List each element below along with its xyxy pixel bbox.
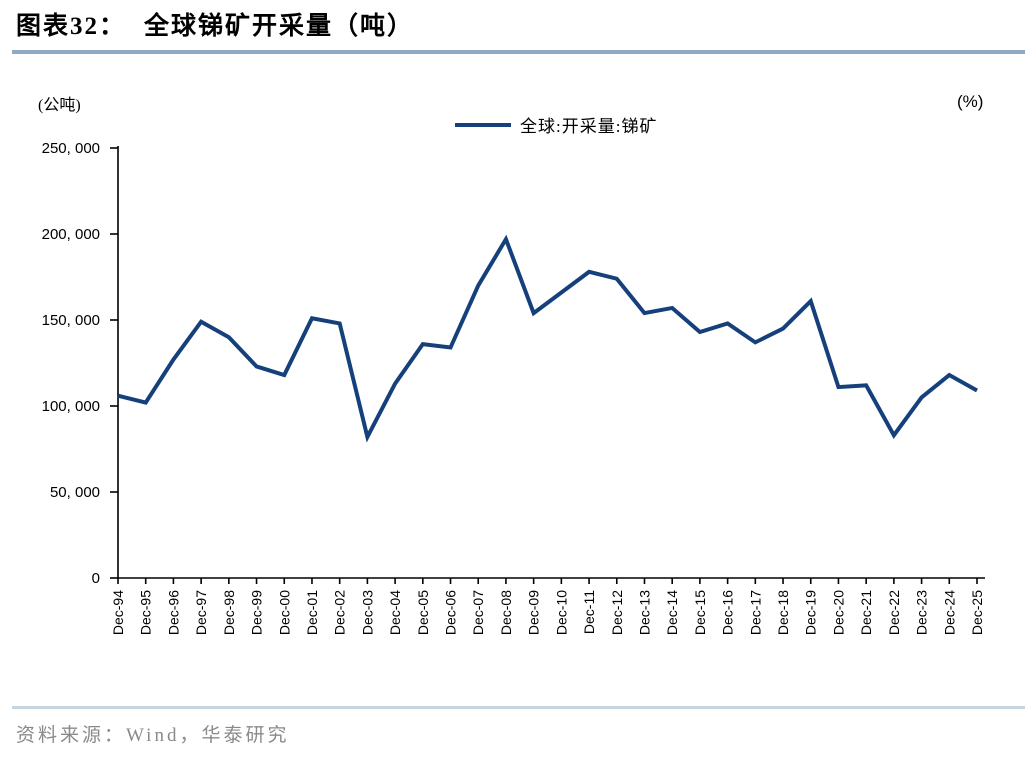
x-tick-label: Dec-94	[110, 590, 126, 635]
y-tick-label: 250, 000	[42, 140, 100, 157]
x-tick-label: Dec-12	[609, 590, 625, 635]
x-tick-label: Dec-19	[803, 590, 819, 635]
x-tick-label: Dec-00	[276, 590, 292, 635]
x-tick-label: Dec-97	[193, 590, 209, 635]
y-tick-label: 0	[92, 570, 100, 587]
legend-label: 全球:开采量:锑矿	[520, 117, 658, 136]
x-tick-label: Dec-99	[249, 590, 265, 635]
x-tick-label: Dec-13	[636, 590, 652, 635]
x-tick-label: Dec-98	[221, 590, 237, 635]
x-tick-label: Dec-20	[830, 590, 846, 635]
x-tick-label: Dec-96	[165, 590, 181, 635]
chart-legend: 全球:开采量:锑矿	[455, 112, 657, 137]
x-tick-label: Dec-01	[304, 590, 320, 635]
x-tick-label: Dec-14	[664, 590, 680, 635]
x-tick-label: Dec-02	[332, 590, 348, 635]
x-tick-label: Dec-08	[498, 590, 514, 635]
x-tick-label: Dec-95	[138, 590, 154, 635]
x-tick-label: Dec-24	[941, 590, 957, 635]
x-tick-label: Dec-09	[526, 590, 542, 635]
y-axis-unit-label: (公吨)	[38, 97, 81, 114]
y-tick-label: 50, 000	[50, 484, 100, 501]
y-tick-label: 100, 000	[42, 398, 100, 415]
x-tick-label: Dec-10	[553, 590, 569, 635]
x-tick-label: Dec-17	[747, 590, 763, 635]
footer-divider	[12, 706, 1025, 709]
x-tick-label: Dec-23	[914, 590, 930, 635]
x-tick-label: Dec-18	[775, 590, 791, 635]
x-tick-label: Dec-04	[387, 590, 403, 635]
source-note: 资料来源：Wind，华泰研究	[16, 725, 290, 746]
x-tick-label: Dec-16	[720, 590, 736, 635]
x-tick-label: Dec-25	[969, 590, 985, 635]
x-tick-label: Dec-06	[443, 590, 459, 635]
x-tick-label: Dec-07	[470, 590, 486, 635]
legend-line-swatch	[455, 122, 511, 127]
x-tick-label: Dec-21	[858, 590, 874, 635]
axes	[117, 146, 985, 579]
x-tick-label: Dec-22	[886, 590, 902, 635]
x-tick-label: Dec-11	[581, 590, 597, 634]
y-tick-label: 200, 000	[42, 226, 100, 243]
right-axis-unit-label: (%)	[957, 92, 984, 111]
x-tick-label: Dec-05	[415, 590, 431, 635]
x-tick-label: Dec-03	[359, 590, 375, 635]
data-line	[117, 234, 978, 443]
y-tick-label: 150, 000	[42, 312, 100, 329]
figure-number: 图表32：	[16, 13, 127, 40]
title-divider	[12, 50, 1025, 54]
x-tick-label: Dec-15	[692, 590, 708, 635]
figure-title: 图表32： 全球锑矿开采量（吨）	[16, 6, 414, 42]
figure-title-text: 全球锑矿开采量（吨）	[144, 13, 415, 40]
